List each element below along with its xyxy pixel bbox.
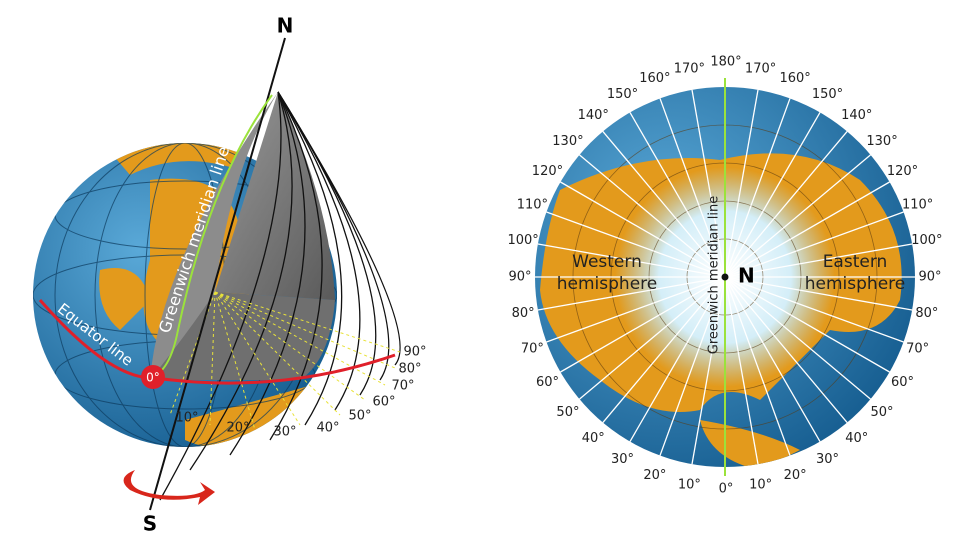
degree-label: 110° bbox=[902, 197, 933, 212]
degree-label: 90° bbox=[918, 270, 941, 285]
degree-label: 20° bbox=[226, 421, 249, 436]
left-globe: N S Greenwich meridian line Equator line… bbox=[33, 14, 427, 536]
right-globe: N Greenwich meridian line Western hemisph… bbox=[507, 55, 942, 497]
degree-label: 90° bbox=[403, 345, 426, 360]
degree-label: 70° bbox=[521, 342, 544, 357]
degree-label: 130° bbox=[866, 134, 897, 149]
degree-label: 30° bbox=[816, 452, 839, 467]
north-label: N bbox=[738, 264, 755, 288]
degree-label: 30° bbox=[611, 452, 634, 467]
degree-label: 100° bbox=[507, 233, 538, 248]
degree-label: 10° bbox=[678, 477, 701, 492]
degree-label: 50° bbox=[871, 405, 894, 420]
hemisphere-label: Eastern hemisphere bbox=[805, 252, 905, 294]
degree-label: 60° bbox=[372, 395, 395, 410]
degree-label: 50° bbox=[556, 405, 579, 420]
degree-label: 100° bbox=[911, 233, 942, 248]
degree-label: 110° bbox=[517, 197, 548, 212]
degree-label: 150° bbox=[812, 87, 843, 102]
degree-label: 120° bbox=[532, 164, 563, 179]
south-label: S bbox=[143, 512, 157, 536]
degree-label: 40° bbox=[582, 431, 605, 446]
degree-label: 20° bbox=[643, 468, 666, 483]
degree-label: 60° bbox=[536, 375, 559, 390]
degree-label: 80° bbox=[512, 306, 535, 321]
degree-label: 140° bbox=[841, 108, 872, 123]
degree-label: 40° bbox=[316, 421, 339, 436]
degree-label: 50° bbox=[348, 409, 371, 424]
degree-label: 80° bbox=[915, 306, 938, 321]
degree-label: 40° bbox=[845, 431, 868, 446]
greenwich-label: Greenwich meridian line bbox=[707, 196, 722, 354]
degree-label: 140° bbox=[578, 108, 609, 123]
degree-label: 180° bbox=[710, 55, 741, 70]
origin-label: 0° bbox=[146, 371, 160, 385]
hemisphere-label: Western hemisphere bbox=[557, 252, 657, 294]
degree-label: 170° bbox=[745, 62, 776, 77]
degree-label: 20° bbox=[784, 468, 807, 483]
degree-label: 10° bbox=[175, 411, 198, 426]
degree-label: 60° bbox=[891, 375, 914, 390]
north-label: N bbox=[277, 14, 294, 38]
degree-label: 160° bbox=[639, 71, 670, 86]
degree-label: 0° bbox=[719, 482, 734, 497]
degree-label: 10° bbox=[749, 477, 772, 492]
degree-label: 150° bbox=[607, 87, 638, 102]
degree-label: 160° bbox=[779, 71, 810, 86]
degree-label: 120° bbox=[887, 164, 918, 179]
degree-label: 70° bbox=[906, 342, 929, 357]
degree-label: 30° bbox=[273, 425, 296, 440]
degree-label: 90° bbox=[508, 270, 531, 285]
degree-label: 70° bbox=[391, 379, 414, 394]
degree-label: 170° bbox=[674, 62, 705, 77]
degree-label: 130° bbox=[552, 134, 583, 149]
degree-label: 80° bbox=[398, 362, 421, 377]
